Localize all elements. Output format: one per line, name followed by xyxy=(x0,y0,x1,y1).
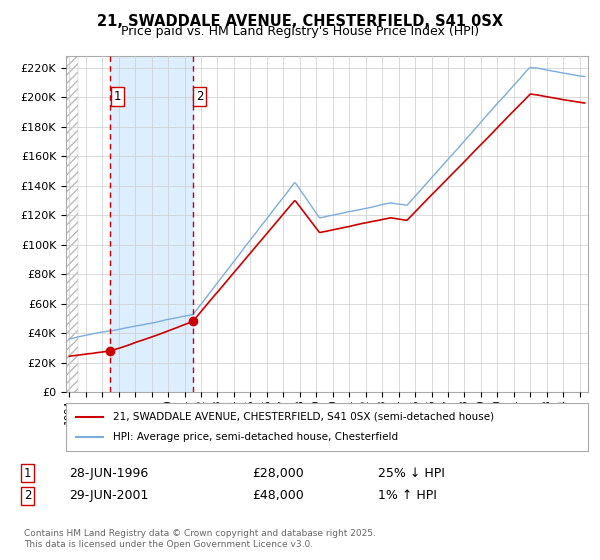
Text: 25% ↓ HPI: 25% ↓ HPI xyxy=(378,466,445,480)
Text: 21, SWADDALE AVENUE, CHESTERFIELD, S41 0SX: 21, SWADDALE AVENUE, CHESTERFIELD, S41 0… xyxy=(97,14,503,29)
Text: 28-JUN-1996: 28-JUN-1996 xyxy=(69,466,148,480)
Text: 1: 1 xyxy=(24,466,32,480)
Text: HPI: Average price, semi-detached house, Chesterfield: HPI: Average price, semi-detached house,… xyxy=(113,432,398,442)
Bar xyxy=(110,56,193,392)
Text: 2: 2 xyxy=(196,90,203,103)
Text: Contains HM Land Registry data © Crown copyright and database right 2025.
This d: Contains HM Land Registry data © Crown c… xyxy=(24,529,376,549)
Text: 21, SWADDALE AVENUE, CHESTERFIELD, S41 0SX (semi-detached house): 21, SWADDALE AVENUE, CHESTERFIELD, S41 0… xyxy=(113,412,494,422)
Polygon shape xyxy=(66,56,79,392)
Text: Price paid vs. HM Land Registry's House Price Index (HPI): Price paid vs. HM Land Registry's House … xyxy=(121,25,479,38)
Text: £28,000: £28,000 xyxy=(252,466,304,480)
Text: 1% ↑ HPI: 1% ↑ HPI xyxy=(378,489,437,502)
Text: 2: 2 xyxy=(24,489,32,502)
Text: 29-JUN-2001: 29-JUN-2001 xyxy=(69,489,148,502)
Text: £48,000: £48,000 xyxy=(252,489,304,502)
Text: 1: 1 xyxy=(113,90,121,103)
